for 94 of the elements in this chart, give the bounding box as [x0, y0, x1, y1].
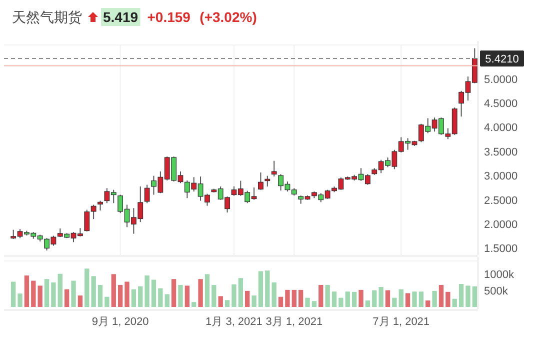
bar — [292, 290, 296, 307]
bar — [51, 282, 56, 307]
bar — [58, 274, 62, 307]
candlestick — [264, 175, 270, 187]
bar — [31, 280, 36, 307]
bar — [11, 282, 16, 307]
bar — [378, 286, 384, 307]
bar — [245, 290, 250, 307]
x-tick-label: 1月 3, 2021 — [206, 316, 262, 328]
bar — [158, 288, 163, 307]
bar — [144, 275, 150, 307]
bar — [98, 284, 103, 307]
bar — [224, 300, 230, 307]
bar — [372, 290, 377, 307]
x-tick-label: 3月 1, 2021 — [266, 316, 323, 328]
y-tick-label: 1000k — [484, 269, 514, 282]
bar — [91, 276, 96, 307]
bar — [458, 284, 464, 307]
bar — [164, 294, 170, 307]
candlestick — [271, 160, 277, 177]
y-tick-label: 1.5000 — [484, 243, 518, 256]
bar — [111, 274, 116, 307]
text: +0.159 — [147, 9, 191, 25]
bar — [151, 280, 156, 307]
bar — [426, 300, 430, 307]
y-tick-label: 500k — [484, 286, 508, 298]
bar — [405, 293, 410, 307]
y-tick-label: 3.0000 — [484, 170, 518, 183]
bar — [238, 278, 243, 307]
y-tick-label: 5.0000 — [484, 74, 518, 86]
text: 5.419 — [103, 9, 138, 25]
bar — [118, 284, 123, 307]
y-tick-label: 3.5000 — [484, 146, 518, 158]
bar — [124, 282, 130, 307]
bar — [232, 284, 236, 307]
candlestick — [98, 200, 103, 211]
bar — [212, 284, 216, 307]
bar — [272, 282, 276, 307]
bar — [446, 292, 450, 307]
candlestick — [144, 184, 150, 204]
bar — [252, 296, 256, 307]
bar — [192, 302, 196, 307]
bar — [184, 286, 190, 307]
bar — [104, 296, 110, 307]
bar — [84, 268, 90, 307]
bar — [352, 292, 357, 307]
bar — [218, 296, 223, 307]
bar — [204, 274, 210, 307]
bar — [64, 289, 70, 307]
bar — [358, 290, 364, 307]
bar — [285, 290, 290, 307]
bar — [265, 270, 270, 307]
y-tick-label: 4.0000 — [484, 122, 518, 134]
y-tick-label: 2.0000 — [484, 218, 518, 231]
bar — [418, 292, 424, 307]
bar — [38, 286, 42, 307]
bar — [305, 298, 310, 307]
bar — [472, 286, 477, 307]
x-tick-label: 7月 1, 2021 — [372, 316, 430, 328]
bar — [338, 298, 344, 307]
bar — [171, 279, 176, 307]
bar — [466, 286, 470, 307]
y-tick-label: 2.5000 — [484, 194, 518, 207]
bar — [258, 271, 264, 307]
bar — [198, 279, 203, 307]
ref-line-label: 5.4210 — [485, 53, 519, 66]
bar — [438, 284, 444, 307]
bar — [365, 300, 370, 307]
bar — [398, 289, 404, 307]
bar — [412, 292, 417, 307]
bar — [385, 290, 390, 307]
text: (+3.02%) — [200, 9, 257, 25]
bar — [432, 290, 437, 307]
bar — [178, 284, 183, 307]
bar — [71, 280, 76, 307]
bar — [452, 298, 457, 307]
bar — [78, 296, 83, 307]
bar — [24, 275, 30, 307]
bar — [332, 292, 337, 307]
bar — [345, 292, 350, 307]
bar — [131, 289, 136, 307]
bar — [392, 298, 397, 307]
chart-title: 天然气期货 — [12, 9, 82, 25]
bar — [138, 286, 143, 307]
bar — [325, 284, 330, 307]
x-tick-label: 9月 1, 2020 — [92, 316, 149, 328]
y-tick-label: 4.5000 — [484, 98, 518, 110]
bar — [312, 301, 317, 307]
bar — [298, 290, 304, 307]
bar — [44, 279, 50, 307]
bar — [318, 284, 324, 307]
bar — [278, 296, 284, 307]
candlestick — [258, 172, 264, 190]
bar — [18, 294, 22, 307]
